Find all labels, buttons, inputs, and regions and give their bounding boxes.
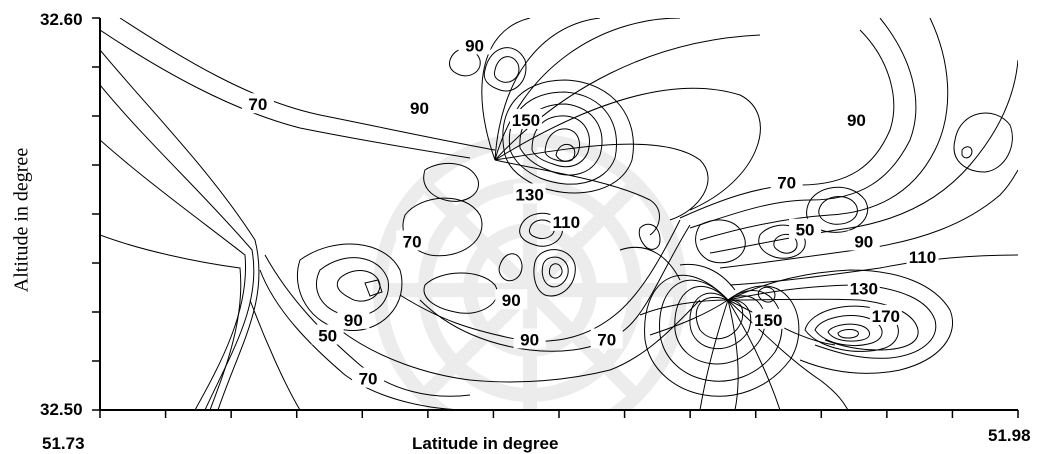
contour-label-16: 90 xyxy=(854,232,873,251)
contour-label-6: 70 xyxy=(403,232,422,251)
contour-label-14: 70 xyxy=(777,174,796,193)
contour-label-bg-13 xyxy=(840,108,873,129)
contour-label-bg-9 xyxy=(513,328,546,349)
y-axis-title-text: Altitude in degree xyxy=(10,147,33,293)
contour-label-bg-5 xyxy=(550,210,583,231)
contour-label-bg-14 xyxy=(770,171,803,192)
contour-label-bg-20 xyxy=(869,304,902,325)
y-tick-label-top: 32.60 xyxy=(40,10,83,29)
contour-label-0: 70 xyxy=(248,95,267,114)
contour-label-11: 50 xyxy=(318,327,337,346)
contour-label-9: 90 xyxy=(520,330,539,349)
contour-label-19: 150 xyxy=(754,311,782,330)
ticks xyxy=(92,17,1019,418)
contour-label-20: 170 xyxy=(872,307,900,326)
contour-label-bg-1 xyxy=(458,34,491,55)
contour-label-15: 50 xyxy=(796,221,815,240)
x-axis-title: Latitude in degree xyxy=(412,434,559,453)
contour-label-bg-4 xyxy=(513,183,546,204)
contour-label-bg-12 xyxy=(352,367,385,388)
contour-lines xyxy=(100,18,1018,410)
contour-label-10: 70 xyxy=(597,330,616,349)
x-tick-label-left: 51.73 xyxy=(42,434,85,453)
y-tick-label-bottom: 32.50 xyxy=(40,400,83,419)
contour-label-bg-18 xyxy=(847,277,880,298)
contour-label-bg-6 xyxy=(396,230,429,251)
contour-label-bg-8 xyxy=(337,308,370,329)
y-axis-title: Altitude in degree xyxy=(2,80,42,360)
contour-label-bg-15 xyxy=(789,218,822,239)
x-tick-label-right: 51.98 xyxy=(988,426,1031,445)
contour-label-bg-10 xyxy=(590,328,623,349)
contour-label-18: 130 xyxy=(850,279,878,298)
contour-label-1: 90 xyxy=(465,36,484,55)
contour-label-4: 130 xyxy=(515,185,543,204)
contour-label-12: 70 xyxy=(359,370,378,389)
contour-label-7: 90 xyxy=(502,291,521,310)
contour-label-5: 110 xyxy=(553,213,580,232)
contour-label-bg-11 xyxy=(311,324,344,345)
contour-label-8: 90 xyxy=(344,311,363,330)
contour-label-bg-3 xyxy=(509,108,542,129)
contour-label-bg-7 xyxy=(495,289,528,310)
contour-label-bg-19 xyxy=(752,308,785,329)
contour-label-bg-2 xyxy=(403,97,436,118)
contour-label-13: 90 xyxy=(847,111,866,130)
contour-label-17: 110 xyxy=(909,248,936,267)
contour-label-bg-17 xyxy=(906,246,939,267)
contour-label-bg-16 xyxy=(847,230,880,251)
contour-label-3: 150 xyxy=(512,111,540,130)
contour-labels: 70 90 90 150 130 110 70 90 90 90 70 50 70 90 70 50 90 110… xyxy=(241,34,939,389)
contour-label-2: 90 xyxy=(410,99,429,118)
contour-label-bg-0 xyxy=(241,93,274,114)
